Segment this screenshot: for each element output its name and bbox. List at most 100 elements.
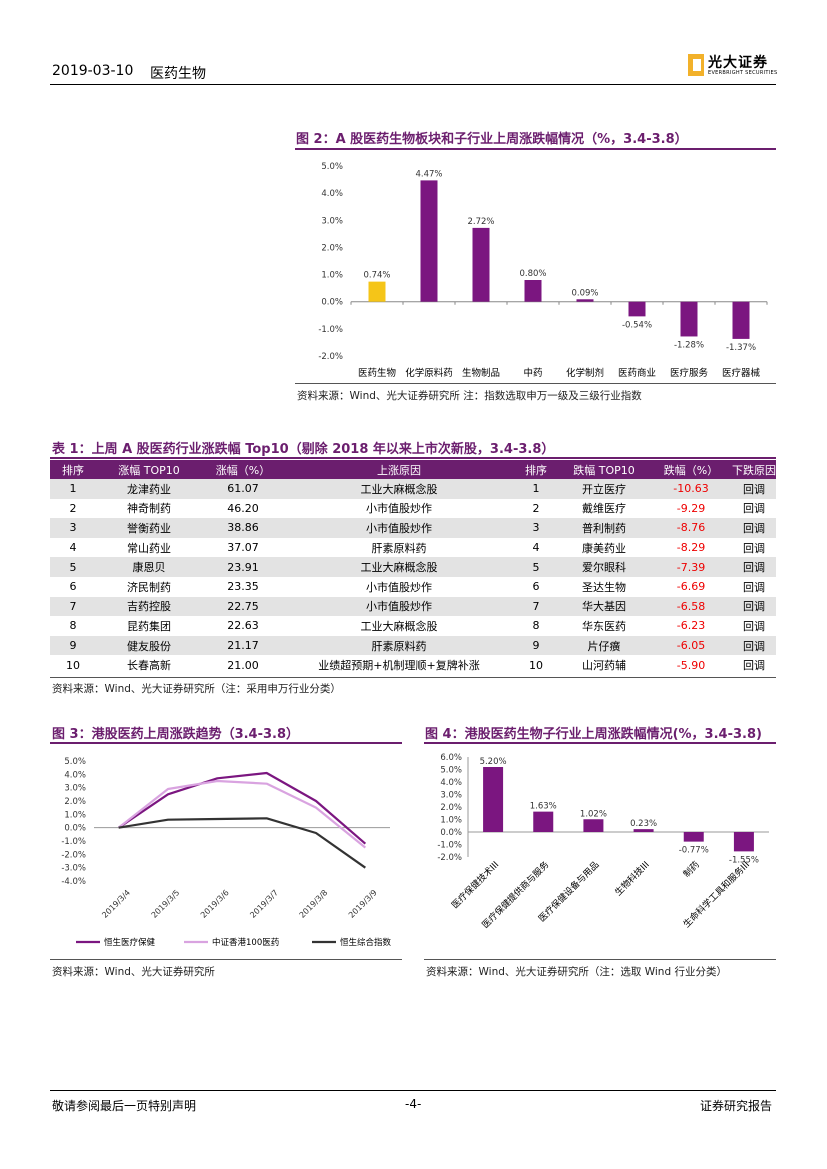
table-cell: 回调 — [743, 502, 765, 516]
table-cell: -8.76 — [650, 518, 732, 538]
fig2-category-label: 生物制品 — [462, 367, 500, 379]
table-cell: 22.63 — [227, 619, 259, 633]
fig4-title: 图 4：港股医药生物子行业上周涨跌幅情况(%，3.4-3.8) — [425, 727, 762, 742]
table-cell: -5.90 — [676, 658, 706, 672]
fig2-category-label: 化学制剂 — [566, 367, 604, 379]
fig4-source: 资料来源：Wind、光大证券研究所（注：选取 Wind 行业分类） — [426, 966, 727, 978]
table1-bottom-rule — [50, 677, 776, 678]
table1-source: 资料来源：Wind、光大证券研究所（注：采用申万行业分类） — [52, 683, 341, 695]
table-header-cell: 排序 — [50, 460, 96, 479]
fig3-ytick-label: 3.0% — [64, 784, 86, 794]
fig2-bar — [732, 301, 750, 339]
fig3-ytick-label: 2.0% — [64, 797, 86, 807]
fig3-ytick-label: -3.0% — [61, 864, 86, 874]
report-date: 2019-03-10 — [52, 63, 134, 79]
table-cell: 10 — [66, 658, 80, 672]
table-cell: 康恩贝 — [96, 557, 202, 577]
table-cell: 龙津药业 — [96, 479, 202, 499]
fig3-ytick-label: -1.0% — [61, 837, 86, 847]
fig2-bar — [680, 301, 698, 337]
table-cell: 2 — [532, 501, 540, 515]
fig2-source: 资料来源：Wind、光大证券研究所 注：指数选取申万一级及三级行业指数 — [297, 390, 642, 402]
fig4-ytick-label: 4.0% — [440, 778, 462, 788]
fig4-rule — [424, 742, 776, 744]
logo-en: EVERBRIGHT SECURITIES — [708, 70, 778, 76]
table-cell: 7 — [514, 596, 558, 617]
fig3-legend-label: 中证香港100医药 — [212, 937, 279, 948]
fig2-category-label: 医药生物 — [358, 367, 397, 379]
table-header-cell: 涨幅 TOP10 — [96, 460, 202, 479]
page-number: -4- — [405, 1097, 422, 1111]
table-row: 2 神奇制药 46.20 小市值股炒作 2 戴维医疗 -9.29 回调 — [50, 499, 776, 519]
table-cell: 工业大麻概念股 — [284, 557, 514, 577]
table-cell: 华大基因 — [558, 596, 650, 617]
table-cell: 21.00 — [227, 658, 259, 672]
table-row: 3 誉衡药业 38.86 小市值股炒作 3 普利制药 -8.76 回调 — [50, 518, 776, 538]
table-cell: 昆药集团 — [127, 619, 171, 633]
fig2-rule — [295, 148, 776, 150]
table-cell: 8 — [69, 619, 77, 633]
table-cell: 片仔癀 — [558, 635, 650, 656]
table-row: 1 龙津药业 61.07 工业大麻概念股 1 开立医疗 -10.63 回调 — [50, 479, 776, 499]
fig4-category-label: 制药 — [681, 859, 702, 880]
fig3-x-label: 2019/3/9 — [347, 888, 379, 920]
footer-disclaimer: 敬请参阅最后一页特别声明 — [52, 1099, 197, 1113]
fig2-bar — [628, 301, 646, 317]
fig3-x-label: 2019/3/7 — [248, 888, 280, 920]
fig3-x-label: 2019/3/8 — [298, 888, 330, 920]
fig4-ytick-label: 3.0% — [440, 791, 462, 801]
table-cell: 康美药业 — [582, 541, 626, 555]
table-cell: -9.29 — [676, 501, 706, 515]
fig4-value-label: 1.02% — [580, 809, 607, 819]
fig4-ytick-label: 0.0% — [440, 828, 462, 838]
table-header-cell: 涨幅（%） — [202, 460, 284, 479]
table-cell: -6.58 — [650, 596, 732, 617]
logo-mark-icon — [688, 54, 704, 76]
table-cell: 5 — [514, 557, 558, 577]
fig3-rule — [50, 742, 402, 744]
fig2-chart: 5.0% 4.0% 3.0% 2.0% 1.0% 0.0% -1.0% -2.0% 0.74% 医… — [318, 162, 768, 379]
fig2-ytick-label: 1.0% — [321, 271, 343, 281]
report-section: 医药生物 — [150, 66, 206, 82]
fig4-bar — [733, 832, 754, 852]
table-cell: 誉衡药业 — [96, 518, 202, 538]
table-cell: 常山药业 — [127, 541, 171, 555]
table-cell: 长春高新 — [127, 659, 171, 673]
table-cell: 37.07 — [227, 541, 259, 555]
fig3-series-line — [118, 817, 366, 869]
fig4-value-label: -0.77% — [679, 846, 709, 856]
table-cell: 5 — [50, 557, 96, 577]
table-cell: 1 — [50, 479, 96, 499]
table-cell: 神奇制药 — [127, 502, 171, 516]
fig3-bottom-rule — [50, 959, 402, 960]
table-cell: 2 — [69, 501, 77, 515]
table-cell: 10 — [529, 658, 543, 672]
fig2-bar — [472, 227, 490, 302]
table-cell: 健友股份 — [96, 635, 202, 656]
fig4-ytick-label: -1.0% — [437, 841, 462, 851]
fig2-value-label: -0.54% — [622, 320, 652, 330]
fig2-category-label: 医药商业 — [618, 367, 656, 379]
table-cell: 小市值股炒作 — [366, 502, 432, 516]
table-cell: 9 — [50, 635, 96, 656]
fig2-value-label: 4.47% — [415, 169, 442, 179]
fig3-legend-label: 恒生医疗保健 — [104, 937, 156, 948]
table-cell: 61.07 — [202, 479, 284, 499]
table-header-cell: 跌幅（%） — [650, 460, 732, 479]
table-cell: 普利制药 — [558, 518, 650, 538]
fig3-ytick-label: 4.0% — [64, 770, 86, 780]
table-cell: 6 — [69, 580, 77, 594]
fig2-ytick-label: -1.0% — [318, 325, 343, 335]
fig2-bar — [368, 281, 386, 302]
table-cell: 46.20 — [227, 501, 259, 515]
table-cell: 38.86 — [202, 518, 284, 538]
table-cell: 爱尔眼科 — [558, 557, 650, 577]
table-cell: 6 — [532, 580, 540, 594]
table-header-cell: 下跌原因 — [732, 460, 776, 479]
fig4-value-label: -1.55% — [729, 855, 759, 865]
fig2-bar — [524, 280, 542, 302]
fig2-value-label: 2.72% — [467, 217, 494, 227]
fig3-series-line — [118, 771, 367, 845]
fig2-value-label: 0.74% — [363, 271, 390, 281]
table-row: 4 常山药业 37.07 肝素原料药 4 康美药业 -8.29 回调 — [50, 538, 776, 558]
